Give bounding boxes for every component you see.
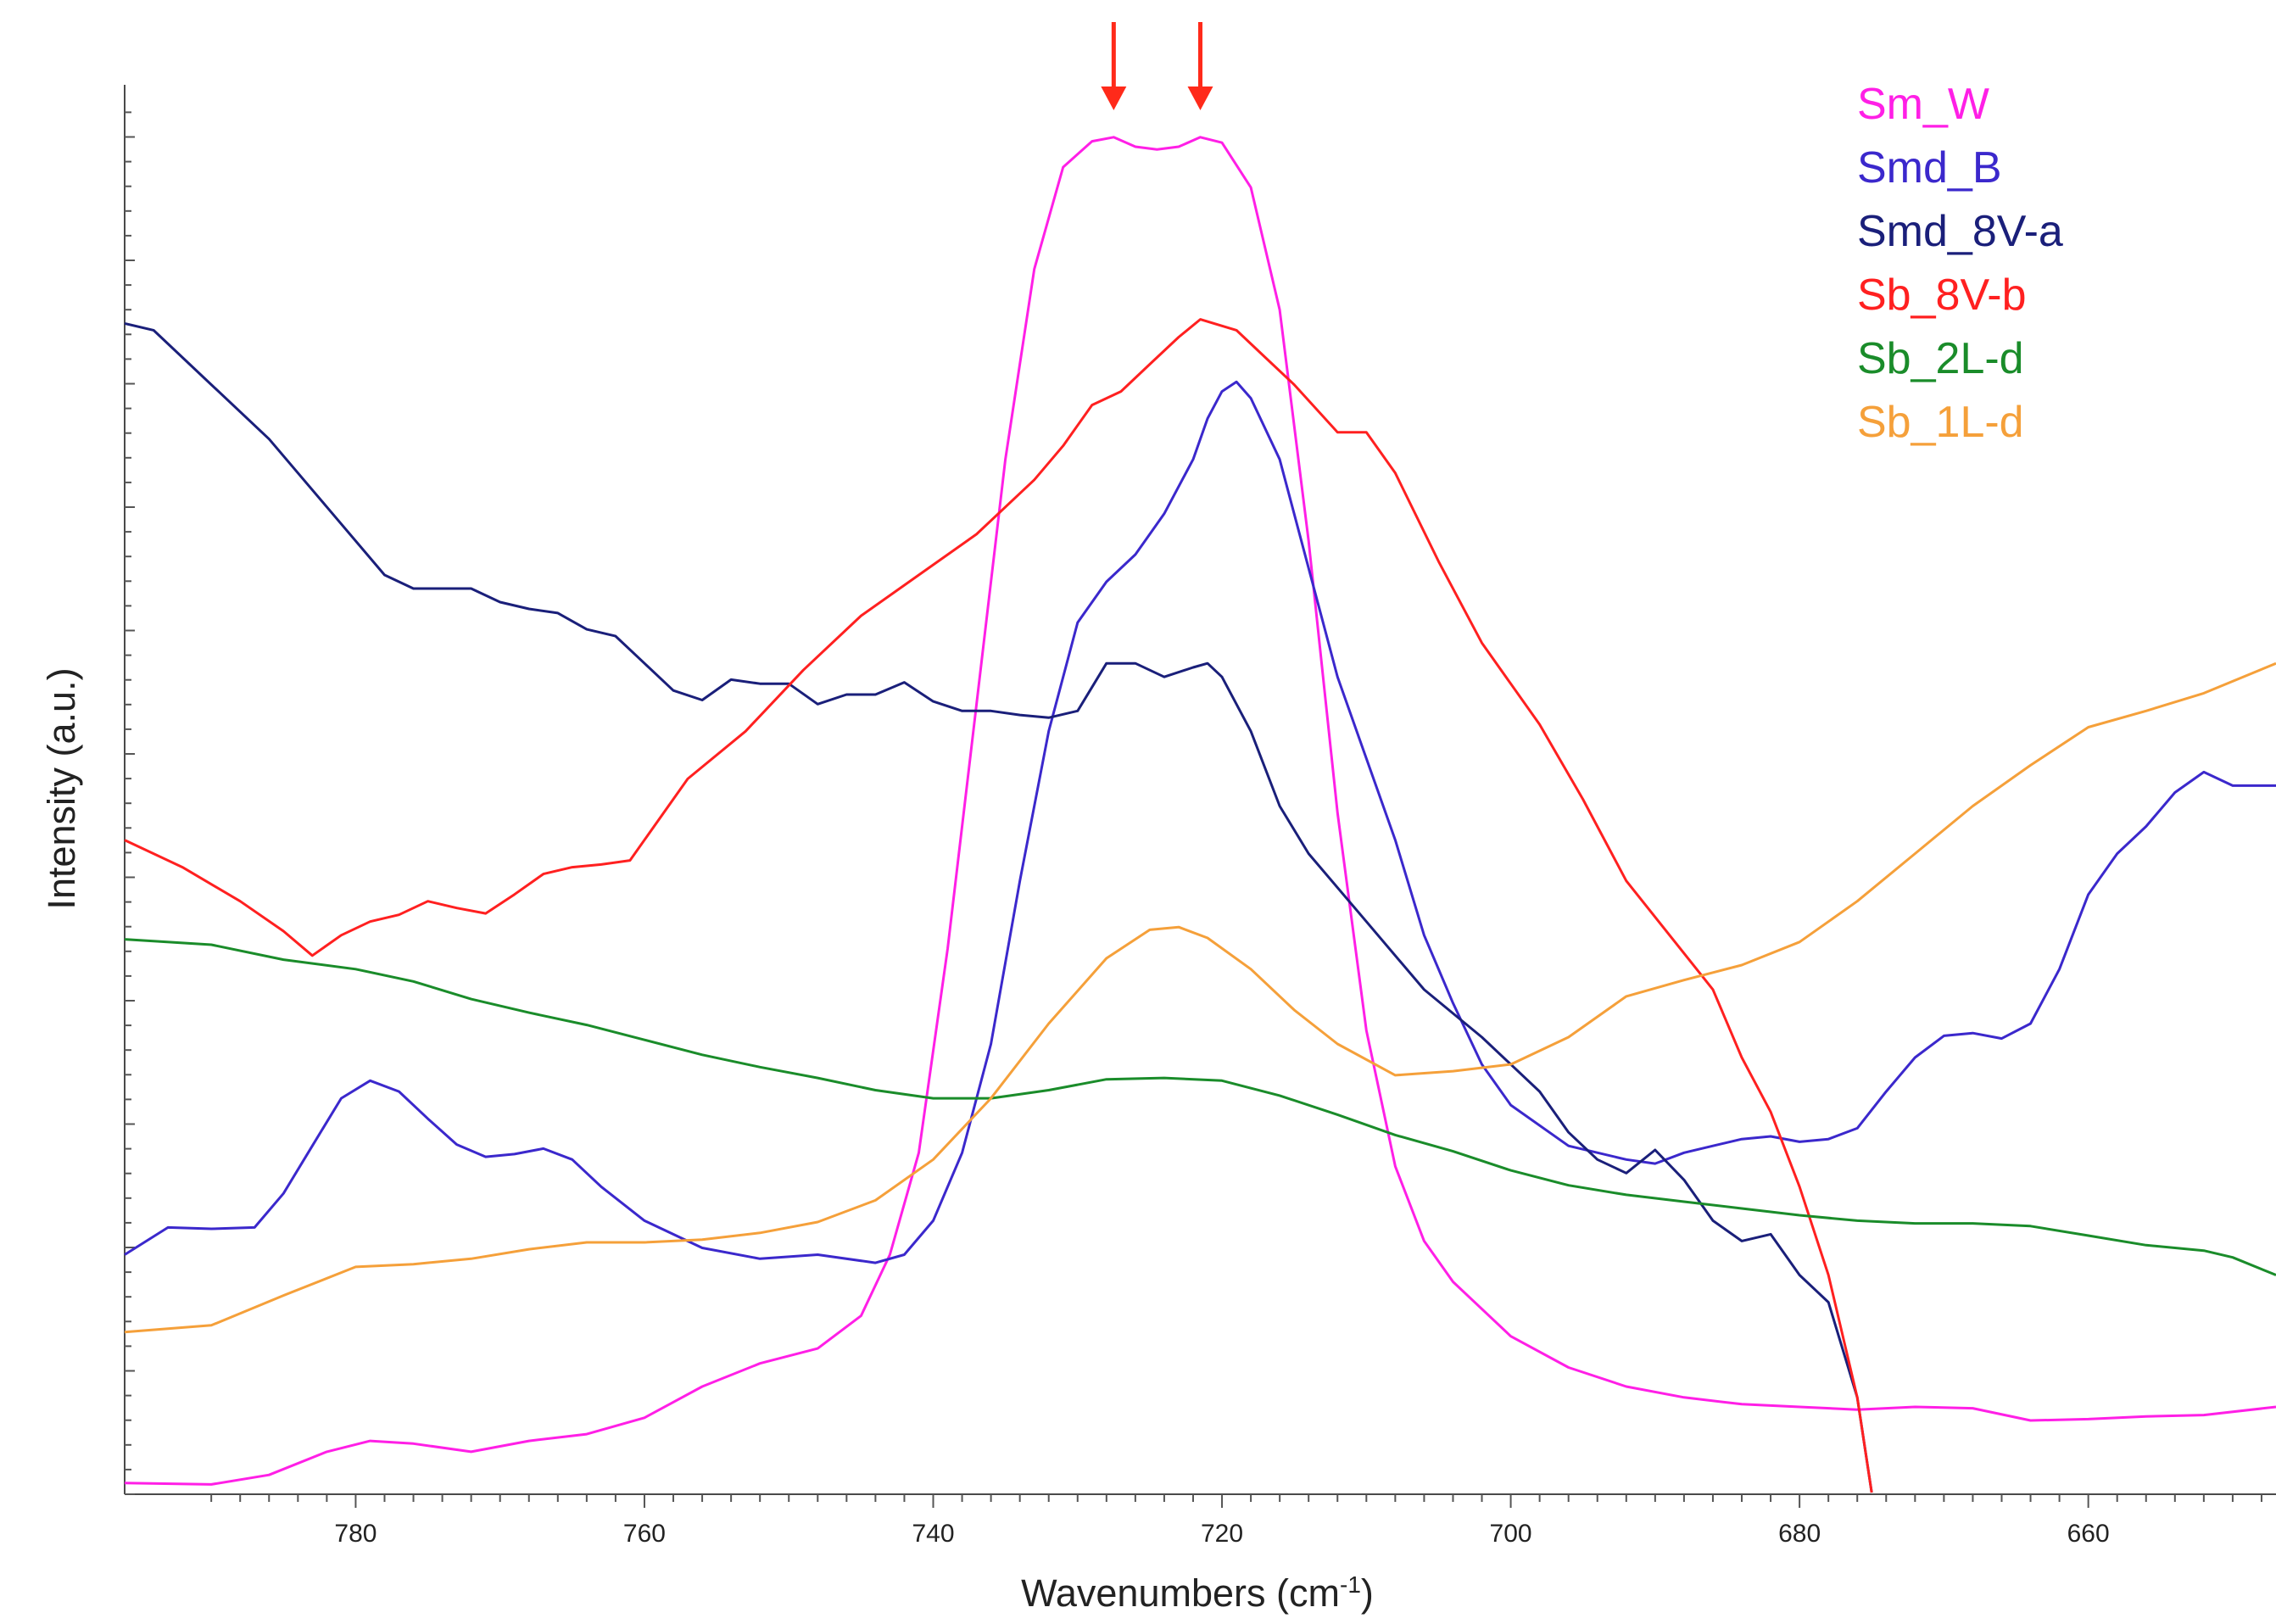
legend-entry-sb-2l-d: Sb_2L-d: [1857, 334, 2024, 383]
legend-entry-sb-1l-d: Sb_1L-d: [1857, 398, 2024, 447]
annotation-arrows: [1101, 22, 1213, 110]
series-layer: [124, 136, 2276, 1493]
series-line-smd-b: [124, 380, 2276, 1264]
axes: 780 760 740 720 700 680 660: [124, 85, 2276, 1548]
x-axis-label-unit-exponent: -1: [1340, 1571, 1361, 1598]
legend-entry-smd-8v-a: Smd_8V-a: [1857, 207, 2063, 256]
y-axis-label: Intensity (a.u.): [40, 667, 83, 909]
series-line-sb-8v-b: [124, 318, 1873, 1493]
series-line-sb-1l-d: [124, 661, 2276, 1334]
x-tick-label: 700: [1490, 1520, 1532, 1548]
x-axis-label-text: Wavenumbers: [1021, 1571, 1265, 1615]
x-tick-label: 660: [2067, 1520, 2110, 1548]
annotation-arrow: [1101, 22, 1127, 110]
y-axis-minor-ticks: [125, 111, 135, 1495]
x-tick-label: 680: [1778, 1520, 1821, 1548]
annotation-arrow-head: [1101, 87, 1127, 110]
legend-entry-smd-b: Smd_B: [1857, 143, 2002, 193]
legend-entry-sm-w: Sm_W: [1857, 80, 1989, 129]
series-line-smd-8v-a: [124, 321, 1873, 1493]
x-axis-label-unit-open: (: [1276, 1571, 1289, 1615]
x-axis-label: Wavenumbers (cm-1): [1021, 1571, 1374, 1615]
x-axis-label-unit-close: ): [1361, 1571, 1374, 1615]
legend: Sm_W Smd_B Smd_8V-a Sb_8V-b Sb_2L-d Sb_1L-d: [1857, 80, 2063, 447]
x-tick-label: 740: [912, 1520, 954, 1548]
x-axis-ticks: 780 760 740 720 700 680 660: [210, 1494, 2262, 1548]
annotation-arrow-head: [1187, 87, 1213, 110]
x-tick-label: 720: [1201, 1520, 1243, 1548]
legend-entry-sb-8v-b: Sb_8V-b: [1857, 271, 2027, 320]
annotation-arrow: [1187, 22, 1213, 110]
series-line-sm-w: [124, 136, 2276, 1486]
x-axis-label-unit: cm: [1289, 1571, 1340, 1615]
x-tick-label: 760: [623, 1520, 666, 1548]
series-line-sb-2l-d: [124, 938, 2276, 1276]
x-tick-label: 780: [334, 1520, 377, 1548]
